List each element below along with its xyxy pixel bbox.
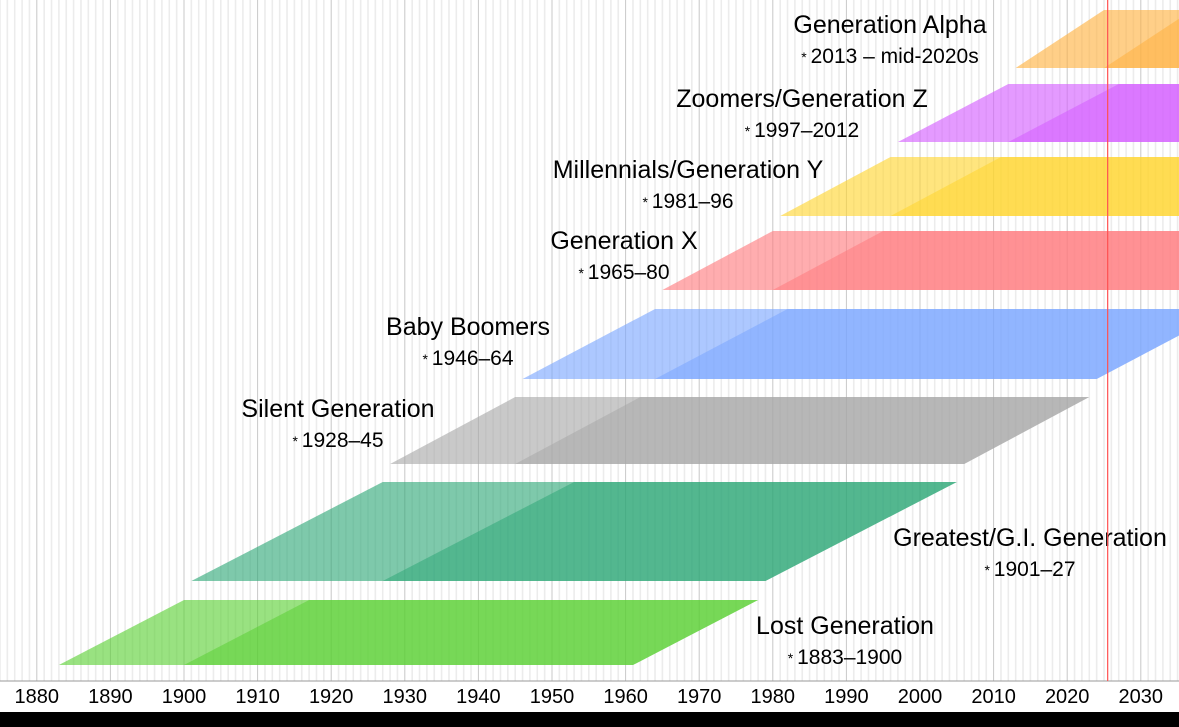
band-core — [1104, 18, 1179, 68]
generation-name: Lost Generation — [756, 612, 934, 640]
x-axis-tick-labels: 1880 1890 1900 1910 1920 1930 1940 1950 1960 1970… — [15, 686, 1164, 708]
x-tick-label: 1900 — [162, 686, 207, 708]
year-range: 1883–1900 — [797, 646, 902, 669]
x-tick-label: 2010 — [971, 686, 1016, 708]
year-range: 1997–2012 — [754, 119, 859, 142]
band-core — [515, 397, 1090, 464]
x-tick-label: 1980 — [751, 686, 796, 708]
x-tick-label: 1920 — [309, 686, 354, 708]
band-zoomers-generation-z — [897, 84, 1179, 142]
generation-years: * 2013 – mid-2020s — [801, 45, 978, 68]
x-tick-label: 1940 — [456, 686, 501, 708]
year-range: 2013 – mid-2020s — [811, 45, 979, 68]
band-core — [890, 157, 1179, 216]
x-tick-label: 1960 — [603, 686, 648, 708]
x-tick-label: 1890 — [88, 686, 133, 708]
band-core — [382, 482, 957, 581]
generation-labels: Lost Generation * 1883–1900 Greatest/G.I. … — [241, 11, 1166, 669]
x-tick-label: 1990 — [824, 686, 869, 708]
generation-name: Silent Generation — [241, 395, 434, 423]
generation-years: * 1965–80 — [578, 261, 669, 284]
band-greatest-g-i-generation — [191, 482, 957, 581]
bottom-bar — [0, 712, 1179, 727]
band-core — [184, 600, 759, 665]
band-generation-x — [662, 231, 1179, 290]
x-tick-label: 1930 — [383, 686, 428, 708]
x-tick-label: 1970 — [677, 686, 722, 708]
birth-star-icon: * — [578, 265, 587, 281]
generation-name: Greatest/G.I. Generation — [893, 524, 1167, 552]
year-range: 1946–64 — [432, 347, 514, 370]
x-tick-label: 1950 — [530, 686, 575, 708]
generation-years: * 1901–27 — [984, 558, 1075, 581]
generation-name: Generation Alpha — [793, 11, 986, 39]
generation-name: Baby Boomers — [386, 313, 550, 341]
x-tick-label: 2020 — [1045, 686, 1090, 708]
band-core — [655, 309, 1179, 379]
birth-star-icon: * — [642, 194, 651, 210]
birth-star-icon: * — [801, 49, 810, 65]
generation-years: * 1883–1900 — [788, 646, 902, 669]
band-silent-generation — [390, 397, 1090, 464]
generation-years: * 1946–64 — [422, 347, 513, 370]
generation-bands — [58, 10, 1179, 665]
generation-name: Millennials/Generation Y — [553, 156, 824, 184]
x-tick-label: 1880 — [15, 686, 60, 708]
year-range: 1965–80 — [588, 261, 670, 284]
generations-timeline-chart: Lost Generation * 1883–1900 Greatest/G.I. … — [0, 0, 1179, 708]
birth-star-icon: * — [984, 562, 993, 578]
generation-years: * 1928–45 — [292, 429, 383, 452]
band-core — [1008, 84, 1179, 142]
x-tick-label: 2030 — [1119, 686, 1164, 708]
generation-name: Zoomers/Generation Z — [676, 85, 928, 113]
generation-name: Generation X — [550, 227, 698, 255]
band-core — [772, 231, 1179, 290]
birth-star-icon: * — [292, 433, 301, 449]
year-range: 1928–45 — [302, 429, 384, 452]
x-tick-label: 1910 — [235, 686, 280, 708]
birth-star-icon: * — [788, 650, 797, 666]
birth-star-icon: * — [422, 351, 431, 367]
band-lost-generation — [58, 600, 759, 665]
band-millennials-generation-y — [780, 157, 1179, 216]
year-range: 1901–27 — [994, 558, 1076, 581]
band-baby-boomers — [522, 309, 1179, 379]
birth-star-icon: * — [745, 123, 754, 139]
generation-years: * 1981–96 — [642, 190, 733, 213]
generation-years: * 1997–2012 — [745, 119, 859, 142]
band-generation-alpha — [1015, 10, 1179, 68]
x-tick-label: 2000 — [898, 686, 943, 708]
year-range: 1981–96 — [652, 190, 734, 213]
